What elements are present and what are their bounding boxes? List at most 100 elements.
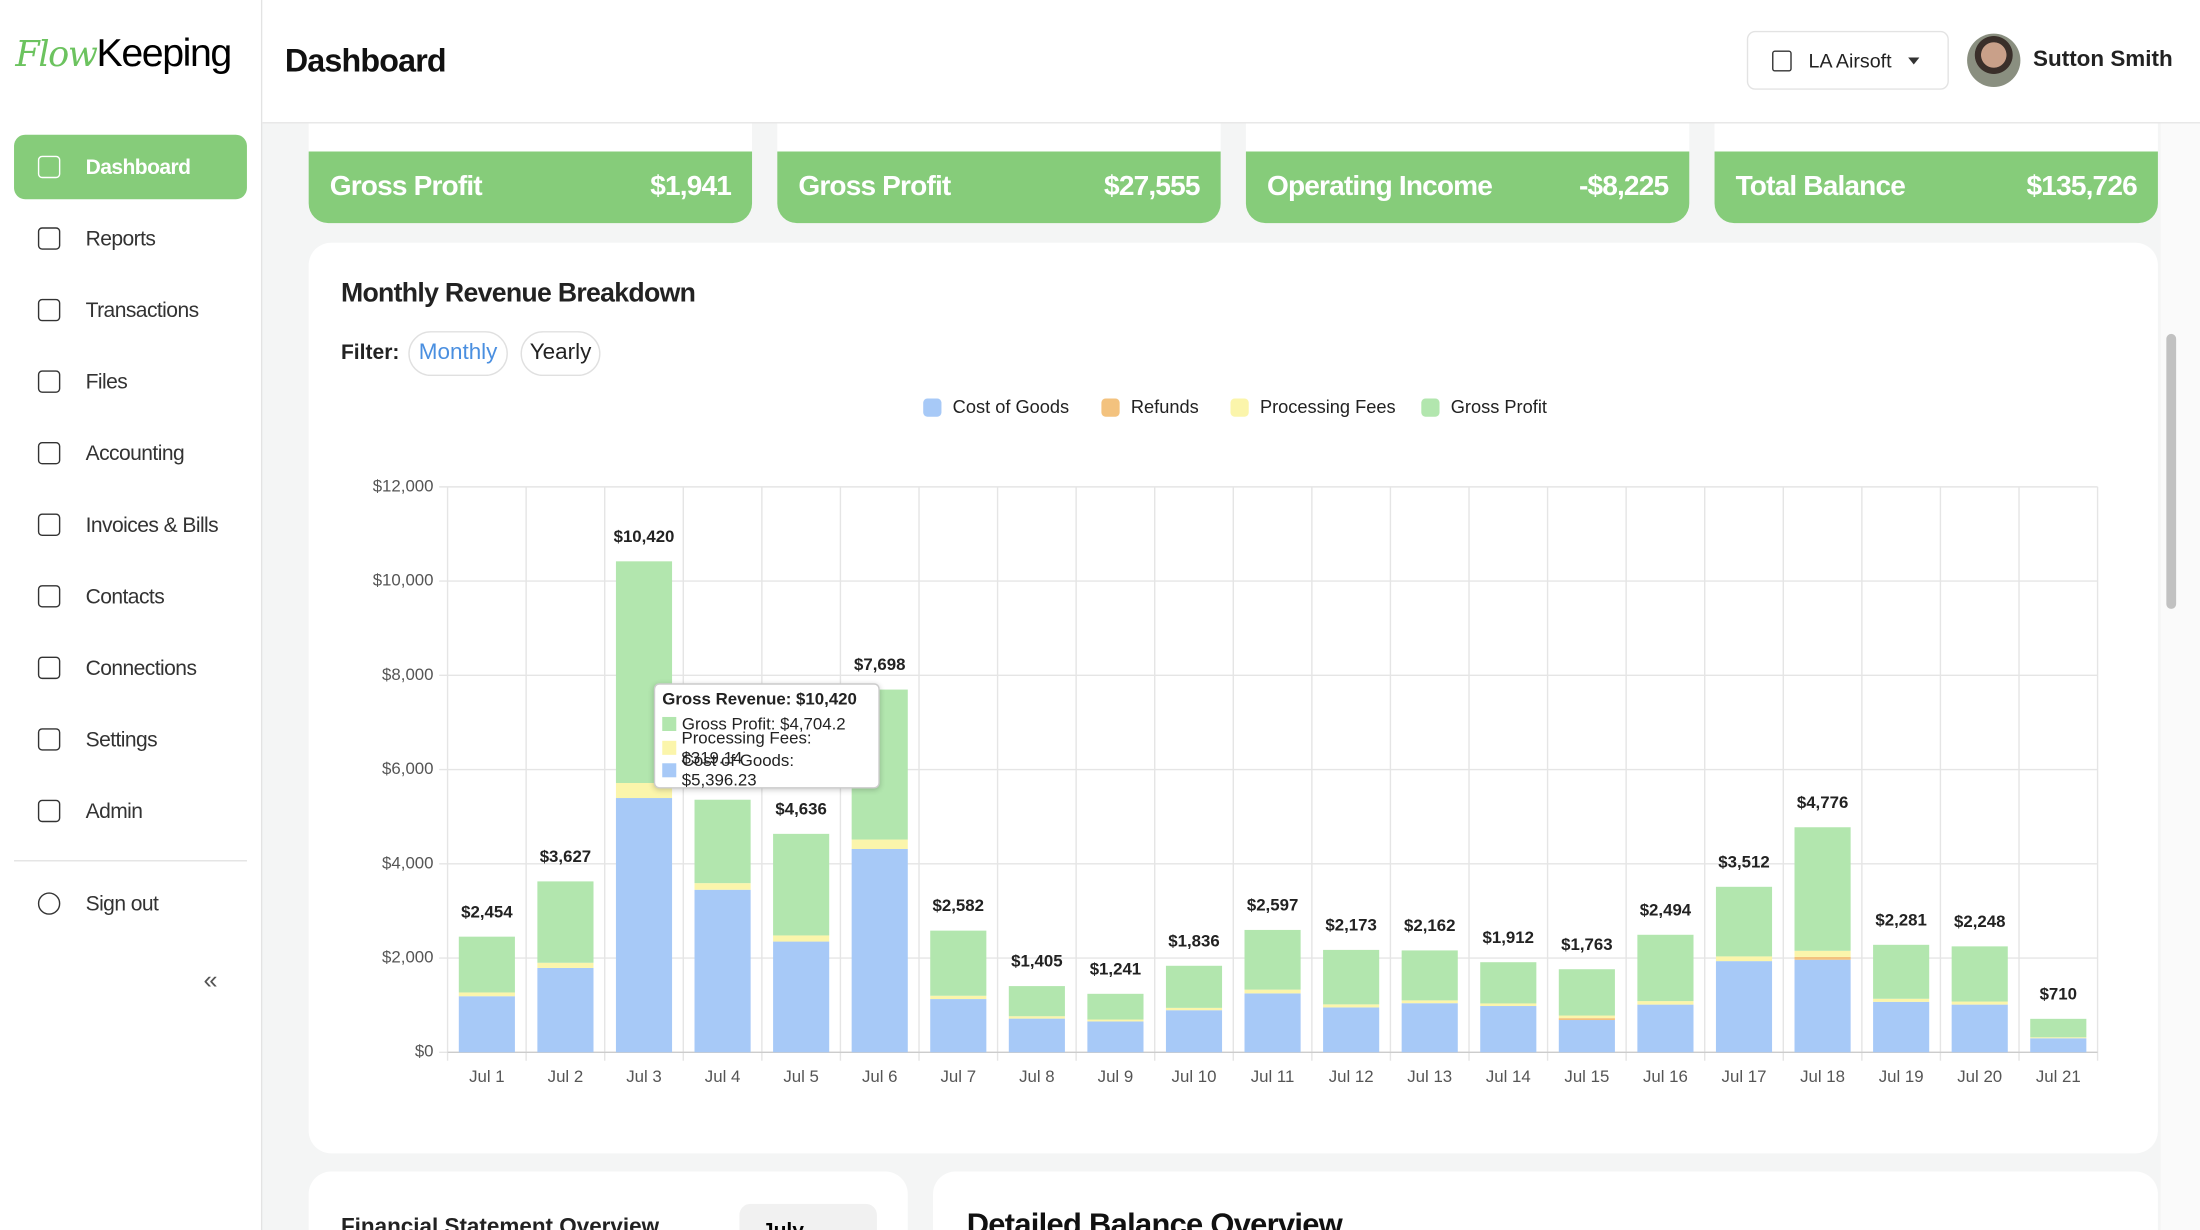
stat-value: $135,726 [2026, 171, 2138, 203]
building-icon [1772, 49, 1792, 71]
total-label: $3,627 [540, 847, 591, 866]
nav-label: Reports [85, 226, 156, 251]
month-select[interactable]: July [739, 1203, 877, 1230]
scrollbar[interactable] [2160, 123, 2200, 1230]
collapse-button[interactable]: « [203, 965, 218, 994]
bar-segment [1244, 989, 1301, 994]
bar-segment [1715, 886, 1773, 957]
nav-item[interactable]: Transactions [14, 278, 247, 343]
nav-icon [37, 155, 61, 179]
bar-segment [1008, 1016, 1065, 1019]
stat-label: Total Balance [1735, 171, 1906, 203]
nav-icon [37, 799, 61, 823]
nav-icon [37, 585, 61, 608]
stat-card: Operating Income -$8,225 [1245, 123, 1690, 224]
nav-label: Dashboard [85, 155, 191, 179]
bar-segment [930, 995, 987, 1000]
stat-band: Total Balance $135,726 [1714, 151, 2158, 224]
y-tick-label: $2,000 [382, 948, 433, 967]
x-tick-label: Jul 16 [1643, 1067, 1688, 1086]
nav-item[interactable]: Admin [14, 779, 247, 844]
nav-item[interactable]: Settings [14, 707, 247, 772]
nav-item[interactable]: Dashboard [14, 134, 247, 200]
total-label: $1,241 [1090, 959, 1141, 978]
x-tick-label: Jul 9 [1098, 1067, 1134, 1086]
bar-segment [1401, 1000, 1458, 1004]
bar-segment [773, 941, 830, 1053]
nav-label: Transactions [85, 298, 200, 323]
x-tick-label: Jul 20 [1957, 1067, 2002, 1086]
company-select[interactable]: LA Airsoft [1746, 30, 1949, 90]
x-tick-label: Jul 6 [862, 1067, 898, 1086]
bar-segment [2030, 1038, 2087, 1053]
stat-card: Gross Profit $27,555 [777, 123, 1221, 224]
bar-segment [773, 833, 830, 936]
sign-out[interactable]: Sign out [14, 871, 247, 936]
nav-label: Admin [85, 799, 143, 823]
bar-segment [537, 881, 594, 963]
bar-segment [694, 889, 751, 1053]
stat-value: $1,941 [650, 171, 732, 203]
stat-card: Total Balance $135,726 [1714, 123, 2158, 224]
stat-label: Gross Profit [798, 171, 951, 203]
bar-segment [1794, 956, 1851, 960]
bar-segment [694, 883, 751, 890]
bar-segment [2030, 1037, 2087, 1039]
stat-band: Operating Income -$8,225 [1245, 151, 1690, 224]
nav-icon [37, 441, 61, 465]
bar-segment [1951, 1004, 2008, 1053]
nav-item[interactable]: Accounting [14, 421, 247, 486]
x-tick-label: Jul 21 [2036, 1067, 2081, 1086]
nav-icon [37, 656, 61, 680]
bar-segment [1401, 950, 1458, 1001]
x-tick-label: Jul 2 [548, 1067, 584, 1086]
y-tick-label: $4,000 [382, 853, 433, 872]
bar-segment [1951, 946, 2008, 1002]
x-tick-label: Jul 19 [1879, 1067, 1924, 1086]
legend-label: Gross Profit [1451, 396, 1547, 417]
x-tick-label: Jul 3 [626, 1067, 662, 1086]
logo-keeping: Keeping [96, 30, 233, 75]
legend-swatch [1421, 398, 1440, 417]
nav-label: Accounting [85, 441, 185, 466]
x-tick-label: Jul 7 [941, 1067, 977, 1086]
filter-yearly[interactable]: Yearly [520, 331, 601, 377]
y-tick-label: $8,000 [382, 665, 433, 684]
bar-segment [1165, 1007, 1223, 1011]
nav-icon [37, 370, 61, 393]
total-label: $1,912 [1483, 928, 1534, 947]
y-tick-label: $10,000 [373, 571, 434, 590]
bar-segment [458, 936, 515, 993]
nav-item[interactable]: Reports [14, 206, 247, 271]
bar-segment [1008, 1018, 1065, 1053]
bar-segment [1165, 1010, 1223, 1053]
y-tick-label: $6,000 [382, 759, 433, 778]
bar-segment [1794, 827, 1851, 951]
nav-item[interactable]: Files [14, 349, 247, 414]
legend-swatch [1230, 398, 1249, 417]
nav-item[interactable]: Connections [14, 636, 247, 701]
bar-segment [1637, 934, 1694, 1002]
nav-item[interactable]: Contacts [14, 564, 247, 629]
bar-segment [851, 848, 908, 1053]
x-tick-label: Jul 17 [1722, 1067, 1767, 1086]
bar-segment [1087, 1021, 1144, 1053]
total-label: $1,836 [1168, 931, 1219, 950]
nav-label: Files [85, 369, 128, 394]
bar-segment [694, 799, 751, 884]
bar-segment [1558, 969, 1615, 1016]
caret [1908, 56, 1920, 64]
total-label: $2,281 [1875, 910, 1926, 929]
filter-monthly[interactable]: Monthly [408, 331, 508, 377]
balance-title: Detailed Balance Overview [966, 1206, 1343, 1230]
scroll-thumb[interactable] [2166, 333, 2177, 609]
x-tick-label: Jul 8 [1019, 1067, 1055, 1086]
bar-segment [1323, 949, 1380, 1005]
bar-segment [1401, 1003, 1458, 1053]
nav-icon [37, 728, 61, 751]
nav-item[interactable]: Invoices & Bills [14, 492, 247, 557]
avatar[interactable] [1967, 33, 2021, 87]
chart: $0 $2,000 $4,000 $6,000 $8,000 $10,000 $12,000… [373, 396, 2099, 1086]
total-label: $10,420 [614, 527, 675, 546]
logo-flow: Flow [15, 33, 97, 75]
